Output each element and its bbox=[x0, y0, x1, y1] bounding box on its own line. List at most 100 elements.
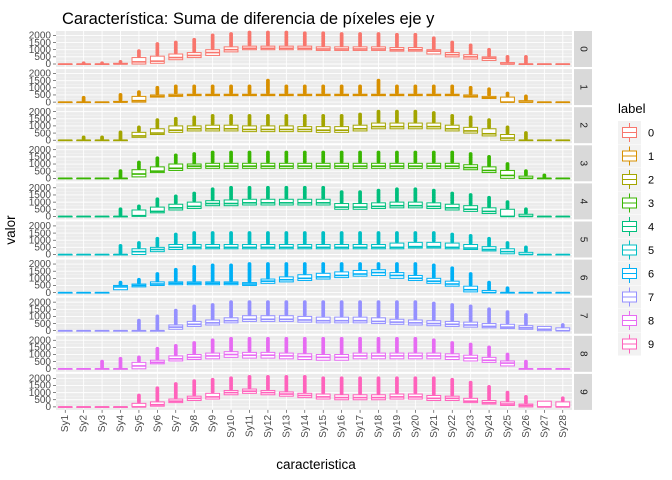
box-Sy10-label-4 bbox=[223, 185, 239, 207]
box-Sy21-label-8 bbox=[426, 338, 442, 360]
x-tick-label: Sy15 bbox=[318, 414, 329, 437]
outlier-point bbox=[468, 380, 473, 385]
outlier-point bbox=[487, 280, 491, 285]
box-Sy8-label-6 bbox=[186, 264, 202, 286]
box-Sy18-label-7 bbox=[371, 300, 386, 325]
box-Sy11-label-2 bbox=[242, 114, 257, 133]
outlier-point bbox=[247, 336, 252, 341]
facet-strip-label: 2 bbox=[577, 122, 588, 128]
box-body bbox=[389, 242, 405, 250]
box-Sy2-label-3 bbox=[76, 177, 92, 180]
outlier-point bbox=[192, 341, 197, 345]
outlier-point bbox=[395, 336, 399, 341]
outlier-point bbox=[229, 185, 233, 190]
box-Sy10-label-7 bbox=[223, 300, 239, 324]
outlier-point bbox=[192, 304, 197, 309]
y-tick-label: 2000 bbox=[29, 259, 52, 270]
y-tick-label: 1000 bbox=[29, 83, 52, 94]
x-tick-label: Sy28 bbox=[558, 414, 569, 437]
box-Sy9-label-7 bbox=[205, 303, 221, 326]
box-Sy25-label-0 bbox=[500, 54, 515, 65]
box-body bbox=[149, 206, 165, 214]
box-Sy2-label-4 bbox=[76, 215, 92, 218]
outlier-point bbox=[192, 191, 197, 196]
box-Sy28-label-3 bbox=[555, 177, 571, 180]
legend-item-label: 1 bbox=[648, 151, 654, 163]
box-Sy21-label-9 bbox=[426, 376, 442, 401]
box-Sy6-label-9 bbox=[149, 386, 165, 407]
outlier-point bbox=[339, 231, 344, 235]
outlier-point bbox=[229, 114, 233, 118]
box-Sy28-label-4 bbox=[555, 215, 571, 218]
box-Sy18-label-0 bbox=[371, 32, 386, 51]
box-Sy19-label-1 bbox=[389, 84, 405, 97]
outlier-point bbox=[137, 277, 141, 282]
outlier-point bbox=[302, 336, 307, 341]
outlier-point bbox=[155, 236, 160, 241]
box-Sy9-label-2 bbox=[205, 114, 221, 132]
outlier-point bbox=[339, 376, 344, 381]
y-tick-label: 500 bbox=[34, 243, 51, 254]
outlier-point bbox=[137, 49, 141, 54]
box-Sy14-label-2 bbox=[297, 114, 313, 133]
outlier-point bbox=[266, 231, 270, 235]
outlier-point bbox=[431, 376, 436, 381]
box-Sy12-label-0 bbox=[260, 30, 276, 51]
legend-item-label: 9 bbox=[648, 339, 654, 351]
outlier-point bbox=[395, 300, 399, 305]
box-Sy3-label-0 bbox=[94, 61, 110, 66]
box-Sy24-label-3 bbox=[481, 154, 497, 174]
outlier-point bbox=[173, 308, 178, 313]
box-Sy1-label-9 bbox=[57, 406, 73, 408]
box-Sy14-label-0 bbox=[297, 31, 313, 51]
outlier-point bbox=[376, 262, 381, 266]
box-Sy22-label-3 bbox=[444, 150, 460, 169]
outlier-point bbox=[118, 207, 123, 212]
legend: label 0 1 2 3 4 5 6 7 8 9 bbox=[618, 101, 654, 356]
y-tick-label: 0 bbox=[45, 174, 51, 185]
outlier-point bbox=[284, 84, 289, 89]
box-Sy3-label-8 bbox=[94, 359, 110, 370]
x-tick-label: Sy3 bbox=[97, 414, 108, 432]
outlier-point bbox=[266, 78, 270, 83]
box-Sy22-label-9 bbox=[444, 377, 460, 401]
outlier-point bbox=[505, 91, 510, 96]
box-Sy11-label-7 bbox=[242, 300, 257, 322]
facet-strip bbox=[574, 69, 592, 106]
outlier-point bbox=[376, 32, 381, 36]
y-tick-label: 0 bbox=[45, 212, 51, 223]
outlier-point bbox=[358, 32, 362, 36]
outlier-point bbox=[210, 263, 215, 268]
box-Sy13-label-0 bbox=[278, 30, 294, 51]
outlier-point bbox=[505, 54, 510, 59]
box-Sy20-label-9 bbox=[407, 376, 423, 400]
y-tick-label: 1500 bbox=[29, 114, 52, 125]
outlier-point bbox=[192, 115, 197, 120]
outlier-point bbox=[431, 84, 436, 89]
box-Sy10-label-3 bbox=[223, 150, 239, 169]
box-Sy26-label-0 bbox=[518, 54, 534, 65]
outlier-point bbox=[155, 118, 160, 123]
outlier-point bbox=[229, 150, 233, 155]
outlier-point bbox=[266, 185, 270, 190]
box-Sy23-label-2 bbox=[463, 115, 479, 134]
legend-item-8: 8 bbox=[618, 309, 654, 332]
box-Sy25-label-8 bbox=[500, 352, 515, 367]
box-Sy6-label-8 bbox=[149, 346, 165, 365]
outlier-point bbox=[173, 153, 178, 158]
box-Sy14-label-8 bbox=[297, 336, 313, 361]
box-Sy7-label-4 bbox=[168, 194, 184, 211]
outlier-point bbox=[81, 95, 86, 100]
box-Sy17-label-0 bbox=[352, 32, 368, 51]
box-Sy11-label-3 bbox=[242, 150, 257, 169]
box-Sy7-label-3 bbox=[168, 153, 184, 171]
y-tick-label: 1000 bbox=[29, 159, 52, 170]
box-Sy1-label-2 bbox=[57, 139, 73, 142]
x-tick-label: Sy23 bbox=[466, 414, 477, 437]
box-Sy23-label-7 bbox=[463, 304, 479, 328]
outlier-point bbox=[284, 114, 289, 118]
outlier-point bbox=[192, 152, 197, 156]
box-body bbox=[186, 201, 202, 210]
box-Sy24-label-8 bbox=[481, 345, 497, 363]
